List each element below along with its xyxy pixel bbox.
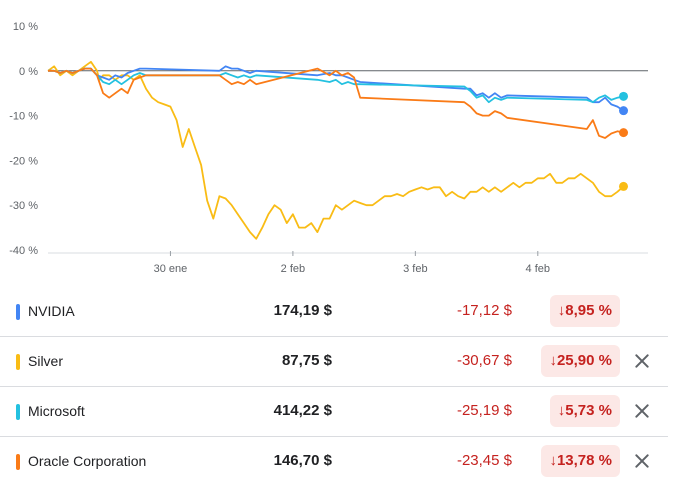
y-tick-label: -20 % (9, 155, 38, 167)
series-color-indicator (16, 404, 20, 420)
series-line-oracle-corporation (48, 67, 624, 139)
close-icon[interactable] (632, 401, 652, 421)
comparison-chart[interactable]: 10 %0 %-10 %-20 %-30 %-40 % 30 ene 2 feb 3… (0, 0, 681, 282)
price-change: -25,19 $ (456, 402, 512, 419)
y-tick-label: -30 % (9, 200, 38, 212)
list-item-microsoft[interactable]: Microsoft 414,22 $ -25,19 $ ↓5,73 % (0, 387, 668, 437)
percent-change-badge: ↓25,90 % (541, 345, 620, 377)
x-tick-label: 2 feb (281, 263, 305, 275)
x-tick-label: 30 ene (154, 263, 188, 275)
price-change: -23,45 $ (456, 452, 512, 469)
x-tick-label: 3 feb (403, 263, 427, 275)
series-color-indicator (16, 454, 20, 470)
stock-name: Microsoft (28, 403, 85, 419)
x-axis: 30 ene 2 feb 3 feb 4 feb (154, 251, 550, 275)
stock-price: 174,19 $ (273, 302, 332, 319)
close-icon[interactable] (632, 351, 652, 371)
series-color-indicator (16, 354, 20, 370)
series-group (47, 60, 629, 240)
series-endpoint-silver (619, 181, 629, 191)
y-tick-label: 0 % (19, 66, 38, 78)
stock-name: NVIDIA (28, 303, 75, 319)
stock-name: Silver (28, 353, 64, 369)
stock-price: 414,22 $ (273, 402, 332, 419)
series-line-nvidia (48, 65, 625, 112)
price-change: -17,12 $ (456, 302, 512, 319)
series-color-indicator (16, 304, 20, 320)
series-endpoint-nvidia (619, 106, 629, 116)
y-axis: 10 % 0 % -10 % -20 % -30 % -40 % (9, 21, 38, 257)
stock-price: 87,75 $ (281, 352, 332, 369)
percent-change-badge: ↓5,73 % (549, 395, 620, 427)
list-item-silver[interactable]: Silver 87,75 $ -30,67 $ ↓25,90 % (0, 337, 668, 387)
series-endpoint-oracle-corporation (619, 128, 629, 138)
price-change: -30,67 $ (456, 352, 512, 369)
list-item-nvidia[interactable]: NVIDIA 174,19 $ -17,12 $ ↓8,95 % (0, 287, 668, 337)
series-endpoint-microsoft (619, 91, 629, 101)
stock-name: Oracle Corporation (28, 453, 147, 469)
close-icon[interactable] (632, 451, 652, 471)
series-line-silver (47, 60, 625, 240)
stock-price: 146,70 $ (273, 452, 332, 469)
y-tick-label: 10 % (13, 21, 38, 33)
list-item-oracle[interactable]: Oracle Corporation 146,70 $ -23,45 $ ↓13… (0, 437, 668, 486)
y-tick-label: -10 % (9, 111, 38, 123)
y-tick-label: -40 % (9, 245, 38, 257)
percent-change-badge: ↓13,78 % (541, 445, 620, 477)
x-tick-label: 4 feb (526, 263, 550, 275)
comparison-list: NVIDIA 174,19 $ -17,12 $ ↓8,95 % Silver … (0, 287, 668, 486)
percent-change-badge: ↓8,95 % (549, 295, 620, 327)
